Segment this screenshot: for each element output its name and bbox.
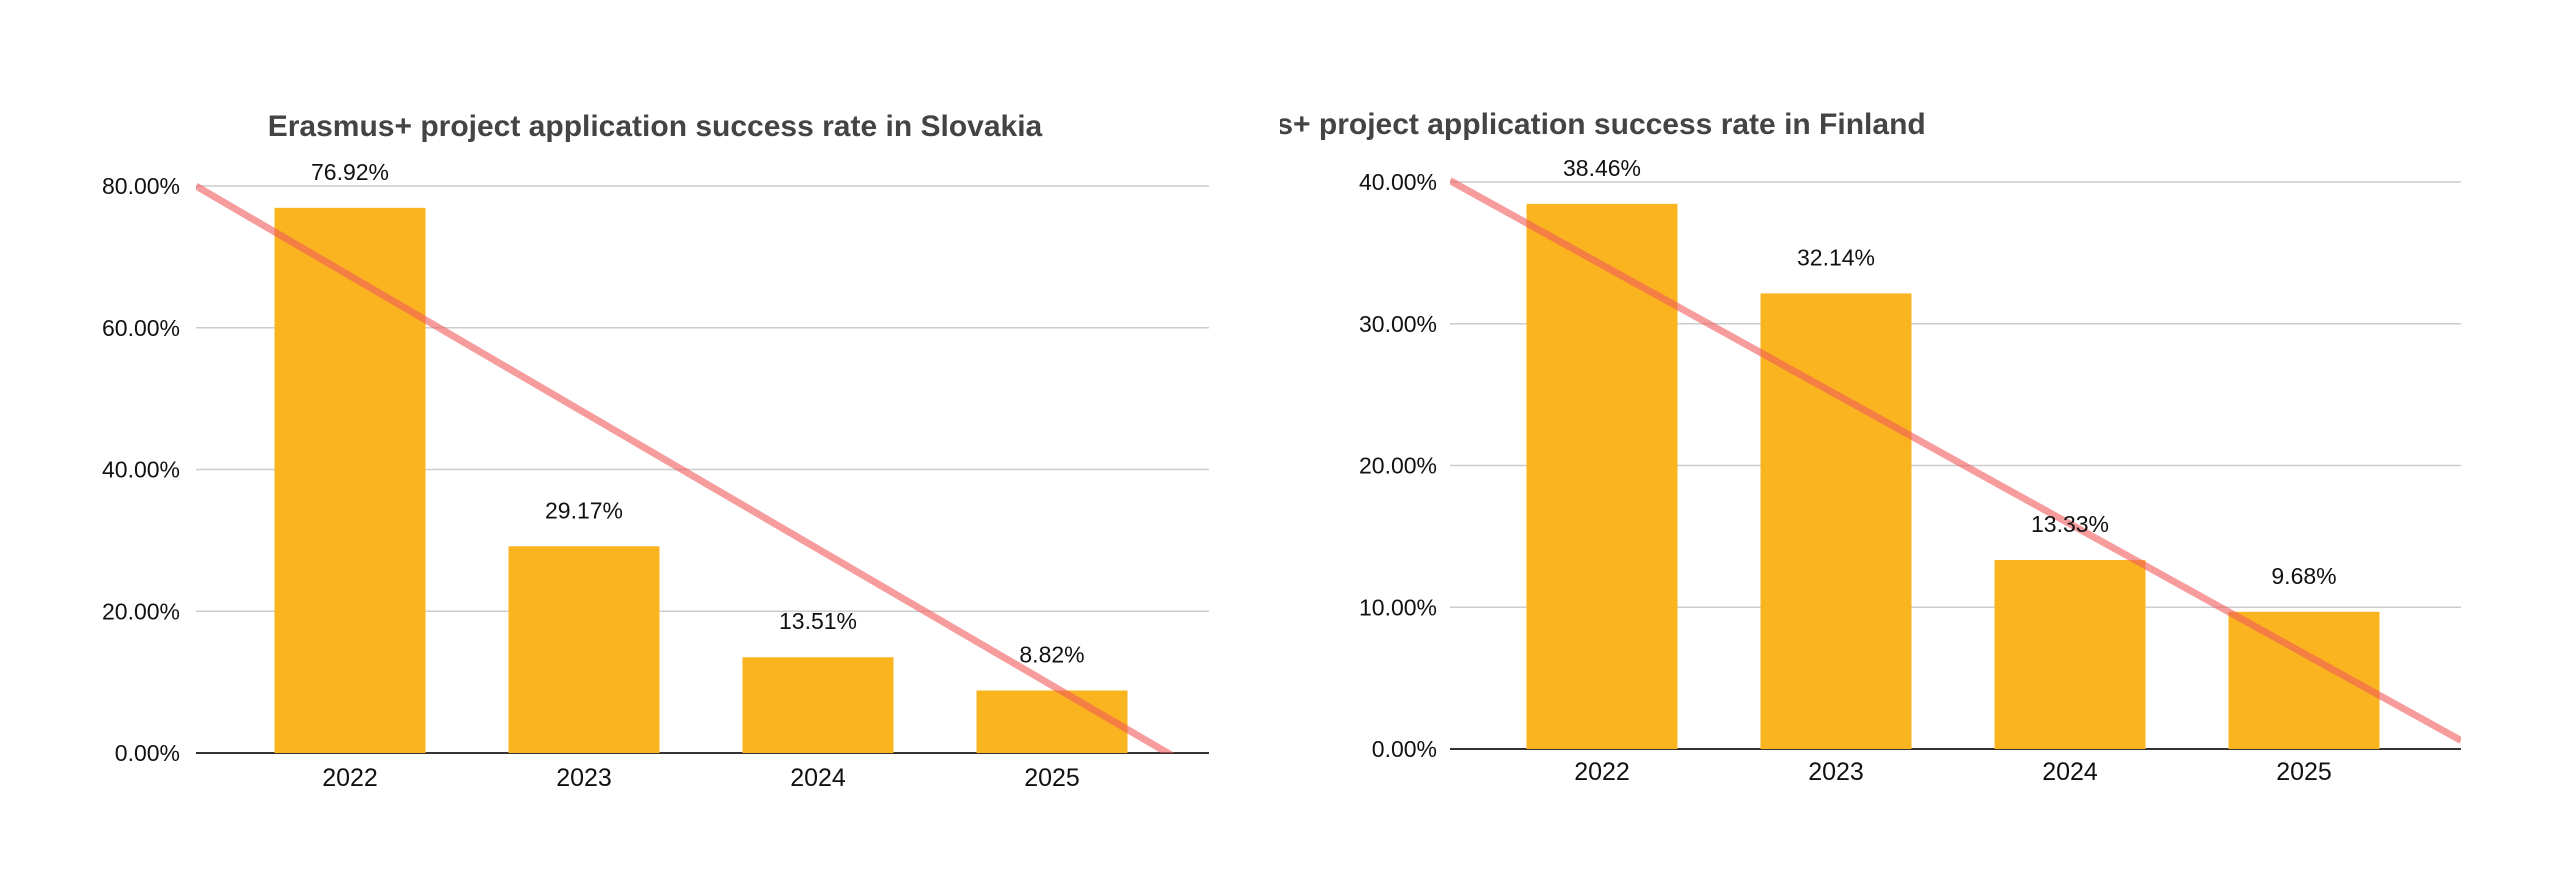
bar-2025 <box>976 690 1128 753</box>
data-label: 13.51% <box>779 608 857 634</box>
x-category-label: 2022 <box>322 764 378 792</box>
y-tick-label: 40.00% <box>102 457 180 483</box>
y-tick-label: 0.00% <box>115 740 180 766</box>
x-category-label: 2025 <box>1024 764 1080 792</box>
data-label: 76.92% <box>311 159 389 185</box>
x-category-label: 2024 <box>2042 758 2098 786</box>
data-label: 38.46% <box>1563 155 1641 181</box>
y-tick-label: 40.00% <box>1359 169 1437 195</box>
x-category-label: 2022 <box>1574 758 1630 786</box>
y-tick-label: 0.00% <box>1372 736 1437 762</box>
chart-finland: Erasmus+ project application success rat… <box>1280 0 2560 878</box>
chart-slovakia: Erasmus+ project application success rat… <box>102 110 1209 792</box>
chart-finland-svg: Erasmus+ project application success rat… <box>1280 108 2461 786</box>
data-label: 32.14% <box>1797 244 1875 270</box>
bar-2023 <box>508 546 660 753</box>
y-tick-label: 20.00% <box>102 598 180 624</box>
x-category-label: 2023 <box>556 764 612 792</box>
bar-2022 <box>1526 203 1678 750</box>
trendline <box>196 182 1175 753</box>
trendline <box>1450 177 2461 744</box>
bar-2024 <box>742 657 894 753</box>
y-tick-label: 60.00% <box>102 315 180 341</box>
y-tick-label: 20.00% <box>1359 453 1437 479</box>
data-label: 8.82% <box>1019 641 1084 667</box>
x-category-label: 2023 <box>1808 758 1864 786</box>
y-tick-label: 10.00% <box>1359 594 1437 620</box>
data-label: 13.33% <box>2031 511 2109 537</box>
chart-title: Erasmus+ project application success rat… <box>1280 108 1926 141</box>
bar-2024 <box>1994 560 2146 749</box>
y-tick-label: 30.00% <box>1359 311 1437 337</box>
chart-title: Erasmus+ project application success rat… <box>268 110 1043 143</box>
chart-slovakia-svg: Erasmus+ project application success rat… <box>102 110 1209 792</box>
y-tick-label: 80.00% <box>102 173 180 199</box>
data-label: 9.68% <box>2271 563 2336 589</box>
x-category-label: 2024 <box>790 764 846 792</box>
data-label: 29.17% <box>545 497 623 523</box>
x-category-label: 2025 <box>2276 758 2332 786</box>
bar-2022 <box>274 207 426 754</box>
